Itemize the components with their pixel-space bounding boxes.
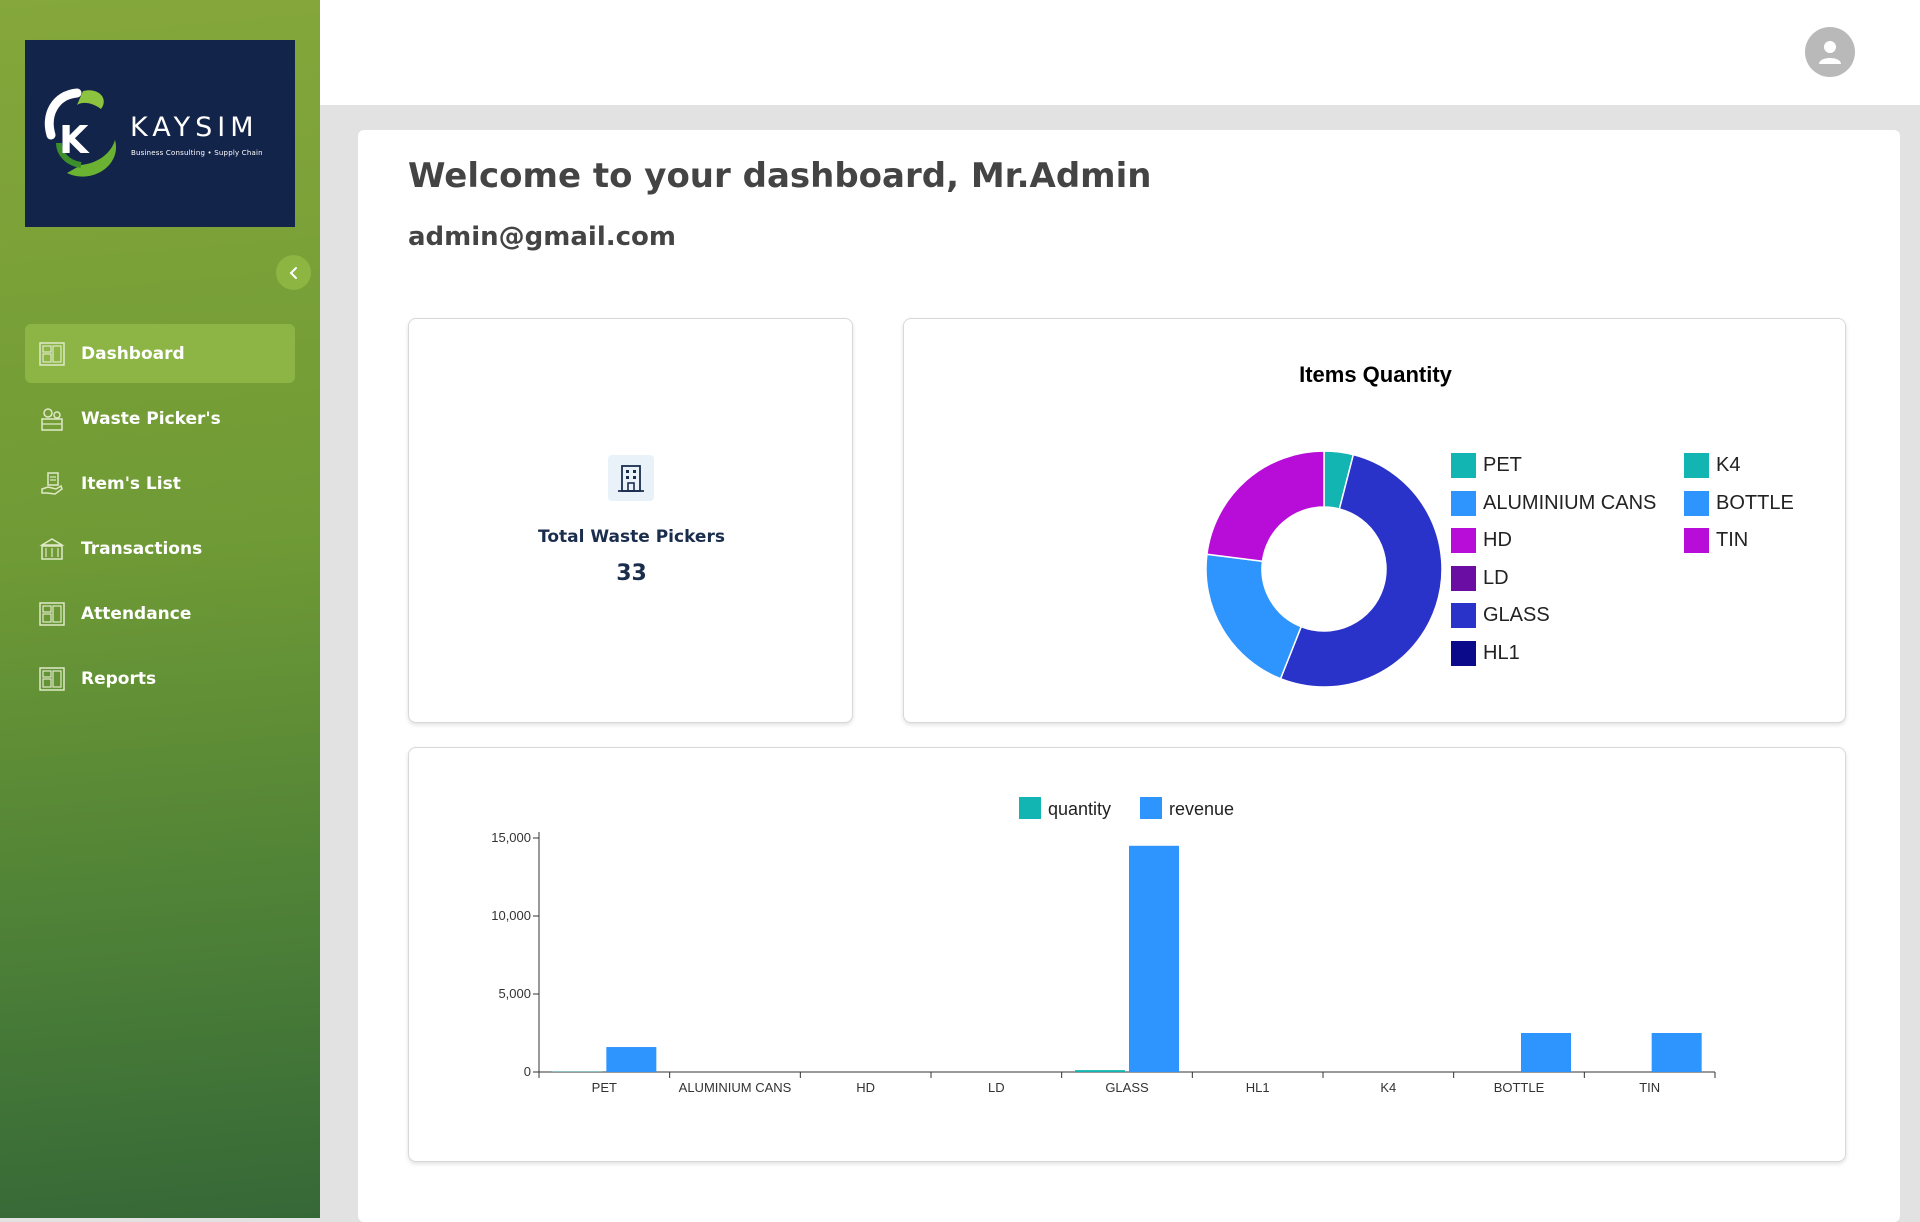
hand-list-icon bbox=[39, 471, 65, 497]
legend-item[interactable]: HL1 bbox=[1451, 641, 1520, 666]
bar-revenue-pet[interactable] bbox=[606, 1047, 657, 1072]
y-tick-label: 10,000 bbox=[491, 908, 531, 923]
legend-swatch bbox=[1451, 490, 1476, 516]
user-avatar-button[interactable] bbox=[1805, 27, 1855, 77]
x-tick-label: ALUMINIUM CANS bbox=[679, 1080, 792, 1095]
legend-swatch bbox=[1451, 641, 1476, 666]
page-title: Welcome to your dashboard, Mr.Admin bbox=[408, 156, 1152, 196]
legend-item[interactable]: ALUMINIUM CANS bbox=[1451, 490, 1657, 516]
svg-text:K: K bbox=[59, 118, 90, 162]
chevron-left-icon bbox=[289, 266, 297, 279]
brand-tagline: Business Consulting • Supply Chain bbox=[131, 149, 263, 157]
items-quantity-card: Items Quantity PET ALUMINIUM CANS HD LD GLAS… bbox=[903, 318, 1846, 723]
legend-label: HD bbox=[1483, 529, 1512, 552]
x-tick-label: K4 bbox=[1380, 1080, 1396, 1095]
legend-item[interactable]: BOTTLE bbox=[1684, 490, 1794, 516]
legend-swatch bbox=[1451, 603, 1476, 629]
x-tick-label: LD bbox=[988, 1080, 1005, 1095]
sidebar-item-label: Item's List bbox=[81, 473, 181, 494]
legend-swatch bbox=[1451, 528, 1476, 554]
legend-label-quantity: quantity bbox=[1048, 799, 1111, 819]
stat-label: Total Waste Pickers bbox=[538, 527, 725, 547]
legend-label: PET bbox=[1483, 454, 1522, 476]
quantity-revenue-card: quantity revenue 0 5,000 10,000 15,000 PET ALUM… bbox=[408, 747, 1846, 1162]
donut-chart bbox=[1205, 450, 1443, 688]
building-icon bbox=[608, 455, 654, 501]
sidebar-item-attendance[interactable]: Attendance bbox=[25, 584, 295, 643]
legend-item[interactable]: TIN bbox=[1684, 528, 1749, 554]
sidebar-item-dashboard[interactable]: Dashboard bbox=[25, 324, 295, 383]
legend-label: LD bbox=[1483, 566, 1509, 589]
legend-item[interactable]: HD bbox=[1451, 528, 1512, 554]
total-waste-pickers-card: Total Waste Pickers 33 bbox=[408, 318, 853, 723]
y-tick-label: 0 bbox=[524, 1064, 531, 1079]
x-tick-label: PET bbox=[592, 1080, 617, 1095]
legend-swatch bbox=[1684, 528, 1709, 554]
x-tick-label: HD bbox=[856, 1080, 875, 1095]
x-tick-label: TIN bbox=[1639, 1080, 1660, 1095]
brand-logo[interactable]: K KAYSIM Business Consulting • Supply Ch… bbox=[25, 40, 295, 227]
pie-slice-glass[interactable] bbox=[1279, 453, 1443, 688]
stat-value: 33 bbox=[616, 561, 647, 586]
x-tick-label: GLASS bbox=[1105, 1080, 1149, 1095]
pie-slice-bottle[interactable] bbox=[1205, 553, 1303, 680]
transactions-icon bbox=[39, 536, 65, 562]
legend-swatch bbox=[1019, 797, 1041, 819]
sidebar-item-label: Reports bbox=[81, 668, 157, 689]
legend-label: GLASS bbox=[1483, 604, 1550, 627]
legend-label: TIN bbox=[1716, 529, 1749, 552]
legend-swatch bbox=[1451, 453, 1476, 478]
chart-title: Items Quantity bbox=[1299, 362, 1452, 387]
logo-mark-icon: K bbox=[44, 88, 117, 177]
sidebar-item-label: Waste Picker's bbox=[81, 408, 221, 429]
bar-chart: quantity revenue 0 5,000 10,000 15,000 PET ALUM… bbox=[491, 797, 1716, 1095]
sidebar-item-reports[interactable]: Reports bbox=[25, 649, 295, 708]
user-email: admin@gmail.com bbox=[408, 222, 676, 252]
sidebar-item-label: Attendance bbox=[81, 603, 192, 624]
sidebar-item-waste-pickers[interactable]: Waste Picker's bbox=[25, 389, 295, 448]
sidebar-collapse-button[interactable] bbox=[276, 255, 311, 290]
attendance-icon bbox=[39, 601, 65, 627]
legend-swatch bbox=[1684, 490, 1709, 516]
people-icon bbox=[39, 406, 65, 432]
sidebar-item-label: Transactions bbox=[81, 538, 203, 559]
legend-label-revenue: revenue bbox=[1169, 799, 1234, 819]
dashboard-icon bbox=[39, 341, 65, 367]
legend-swatch bbox=[1451, 565, 1476, 591]
legend-swatch bbox=[1140, 797, 1162, 819]
x-tick-label: HL1 bbox=[1246, 1080, 1270, 1095]
x-tick-label: BOTTLE bbox=[1494, 1080, 1545, 1095]
pie-slice-tin[interactable] bbox=[1206, 450, 1325, 563]
legend-item[interactable]: LD bbox=[1451, 565, 1509, 591]
bar-revenue-bottle[interactable] bbox=[1521, 1033, 1571, 1072]
legend-label: K4 bbox=[1716, 454, 1741, 476]
sidebar-item-transactions[interactable]: Transactions bbox=[25, 519, 295, 578]
dashboard-panel: Welcome to your dashboard, Mr.Admin admi… bbox=[358, 130, 1900, 1222]
bar-legend: quantity revenue bbox=[1019, 797, 1234, 819]
legend-item[interactable]: PET bbox=[1451, 453, 1522, 478]
y-tick-label: 15,000 bbox=[491, 830, 531, 845]
bar-revenue-glass[interactable] bbox=[1129, 845, 1179, 1072]
bar-quantity-glass[interactable] bbox=[1075, 1070, 1125, 1072]
reports-icon bbox=[39, 666, 65, 692]
legend-label: HL1 bbox=[1483, 642, 1520, 664]
sidebar: K KAYSIM Business Consulting • Supply Ch… bbox=[0, 0, 320, 1218]
user-icon bbox=[1819, 41, 1841, 64]
legend-label: BOTTLE bbox=[1716, 491, 1794, 514]
legend-label: ALUMINIUM CANS bbox=[1483, 491, 1657, 514]
sidebar-item-items-list[interactable]: Item's List bbox=[25, 454, 295, 513]
bar-revenue-tin[interactable] bbox=[1651, 1033, 1702, 1072]
top-bar bbox=[320, 0, 1920, 105]
brand-name: KAYSIM bbox=[130, 112, 259, 143]
legend-item[interactable]: K4 bbox=[1684, 453, 1740, 478]
y-tick-label: 5,000 bbox=[498, 986, 531, 1001]
legend-item[interactable]: GLASS bbox=[1451, 603, 1550, 629]
legend-swatch bbox=[1684, 453, 1709, 478]
sidebar-item-label: Dashboard bbox=[81, 343, 185, 364]
sidebar-nav: Dashboard Waste Picker's Item's List Tra… bbox=[25, 324, 295, 714]
